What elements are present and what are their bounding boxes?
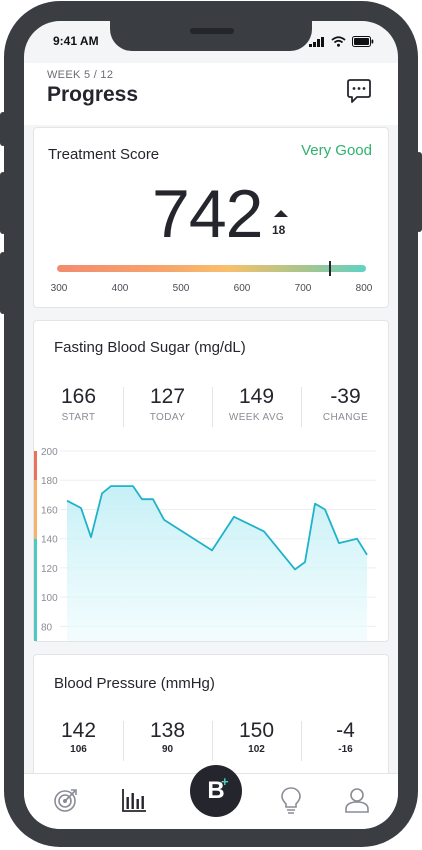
bar-chart-icon: [122, 789, 146, 812]
phone-notch: [110, 21, 312, 51]
score-delta: 18: [272, 223, 286, 237]
gauge-tick-label: 300: [50, 283, 68, 294]
gauge-tick-label: 800: [355, 283, 373, 294]
phone-side-button-left-mid: [0, 172, 6, 234]
arrow-up-icon: [274, 210, 288, 217]
blood-pressure-stats: 142 106 138 90 150 102 -4 -16: [34, 719, 390, 761]
stat-week-avg-label: WEEK AVG: [228, 412, 285, 423]
blood-sugar-area: [67, 486, 367, 641]
gauge-tick-label: 700: [294, 283, 312, 294]
status-time: 9:41 AM: [53, 34, 99, 48]
score-gauge-ticks: 300 400 500 600 700 800: [49, 283, 374, 297]
phone-side-button-left-bottom: [0, 252, 6, 314]
gauge-tick-label: 500: [172, 283, 190, 294]
score-gauge-marker: [329, 261, 332, 276]
status-icons: [309, 36, 374, 47]
gauge-tick-label: 400: [111, 283, 129, 294]
bp-stat-change-sub: -16: [338, 744, 353, 755]
page-header: WEEK 5 / 12 Progress: [24, 63, 398, 125]
tab-goals[interactable]: [48, 782, 84, 818]
bp-stat-week-avg-value: 150: [238, 719, 275, 742]
chat-icon: [347, 79, 371, 103]
center-action-label: B: [207, 777, 225, 804]
stat-start: 166 START: [34, 385, 123, 423]
bp-stat-start-value: 142: [60, 719, 97, 742]
bp-stat-change: -4 -16: [301, 719, 390, 761]
chat-button[interactable]: [346, 78, 372, 106]
bp-stat-today-sub: 90: [161, 744, 174, 755]
bottom-tab-bar: B +: [24, 765, 398, 829]
plus-icon: +: [221, 774, 229, 789]
bp-stat-start: 142 106: [34, 719, 123, 755]
bp-stat-week-avg: 150 102: [212, 719, 301, 761]
stat-today-value: 127: [149, 385, 186, 408]
bp-stat-change-value: -4: [336, 719, 355, 742]
y-tick-label: 180: [41, 476, 58, 487]
range-band: [34, 451, 37, 481]
treatment-score-card[interactable]: Treatment Score Very Good 742 18 300 400 5…: [33, 127, 389, 308]
stat-today-label: TODAY: [149, 412, 186, 423]
page-title: Progress: [47, 83, 139, 106]
battery-icon: [352, 36, 374, 47]
blood-pressure-title: Blood Pressure (mmHg): [54, 675, 215, 692]
blood-sugar-title: Fasting Blood Sugar (mg/dL): [54, 339, 246, 356]
blood-pressure-unit: (mmHg): [160, 675, 215, 692]
y-tick-label: 80: [41, 622, 53, 633]
treatment-score-title: Treatment Score: [48, 146, 160, 163]
stat-change-label: CHANGE: [322, 412, 369, 423]
blood-pressure-title-text: Blood Pressure: [54, 675, 157, 692]
target-icon: [54, 789, 77, 812]
y-tick-label: 160: [41, 505, 58, 516]
tab-profile[interactable]: [339, 782, 375, 818]
y-tick-label: 100: [41, 593, 58, 604]
stat-start-value: 166: [60, 385, 97, 408]
phone-side-button-right: [416, 152, 422, 232]
blood-sugar-stats: 166 START 127 TODAY 149 WEEK AVG -39 CHA…: [34, 385, 390, 427]
bp-stat-today-value: 138: [149, 719, 186, 742]
profile-icon: [345, 788, 369, 813]
blood-sugar-card[interactable]: Fasting Blood Sugar (mg/dL) 166 START 12…: [33, 320, 389, 642]
bp-stat-week-avg-sub: 102: [248, 744, 265, 755]
center-action-button[interactable]: B +: [190, 765, 242, 817]
score-gauge-bar: [57, 261, 366, 276]
phone-speaker: [190, 28, 234, 34]
treatment-score-value: 742: [152, 176, 263, 252]
tab-progress[interactable]: [116, 782, 152, 818]
tab-insights[interactable]: [273, 782, 309, 818]
stat-week-avg-value: 149: [238, 385, 275, 408]
wifi-icon: [331, 36, 346, 47]
week-label: WEEK 5 / 12: [47, 69, 114, 81]
blood-sugar-unit: (mg/dL): [194, 339, 246, 356]
app-screen: 9:41 AM WEEK 5 / 12 Progress: [24, 21, 398, 829]
signal-icon: [309, 36, 324, 47]
status-bar: 9:41 AM: [24, 21, 398, 63]
phone-side-button-left-top: [0, 112, 6, 146]
score-status-label: Very Good: [301, 142, 372, 159]
stat-week-avg: 149 WEEK AVG: [212, 385, 301, 427]
blood-sugar-title-text: Fasting Blood Sugar: [54, 339, 190, 356]
bp-stat-today: 138 90: [123, 719, 212, 761]
gauge-tick-label: 600: [233, 283, 251, 294]
blood-sugar-line: [66, 485, 368, 571]
bp-stat-start-sub: 106: [70, 744, 87, 755]
y-tick-label: 120: [41, 564, 58, 575]
y-tick-label: 200: [41, 447, 58, 458]
range-band: [34, 538, 37, 641]
stat-change-value: -39: [330, 385, 361, 408]
lightbulb-icon: [281, 787, 301, 814]
stat-today: 127 TODAY: [123, 385, 212, 427]
blood-sugar-chart: 200 180 160 140 120 100 80: [34, 447, 376, 641]
stat-change: -39 CHANGE: [301, 385, 390, 427]
range-band: [34, 480, 37, 539]
stat-start-label: START: [61, 412, 96, 423]
y-tick-label: 140: [41, 535, 58, 546]
